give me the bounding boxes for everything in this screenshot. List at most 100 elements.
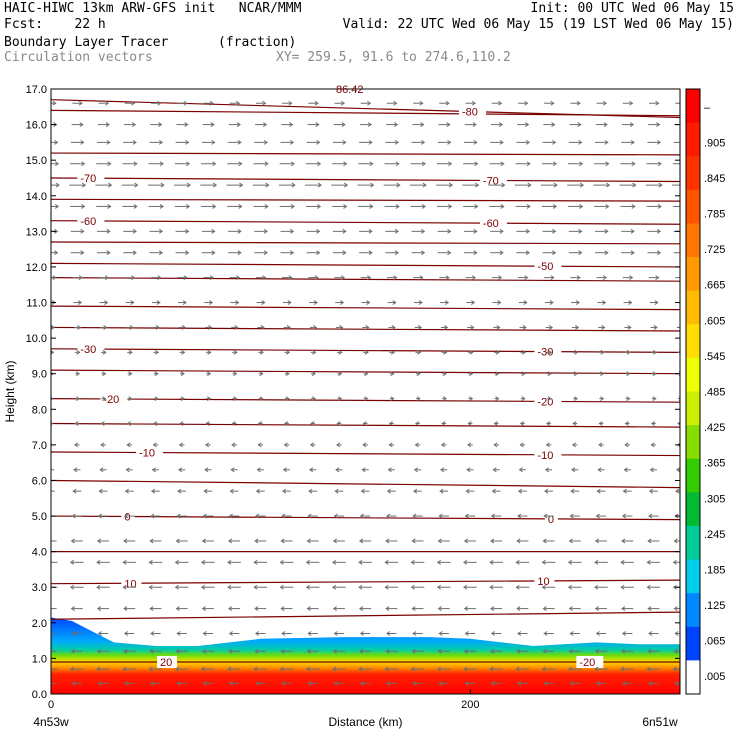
vector-head [575,300,581,305]
vector-arrow [358,161,374,167]
vector-arrow [569,122,582,128]
vector-arrow [387,300,397,305]
vector-head [411,606,416,612]
vector-arrow [175,538,188,544]
vector-head [549,300,554,305]
vector-arrow [621,228,635,234]
vector-arrow [385,648,398,654]
vector-arrow [255,488,265,494]
vector-head [473,228,478,234]
vector-arrow [359,139,373,145]
vector-head [132,228,137,234]
vector-arrow [440,300,450,305]
colorbar-label: .905 [704,137,725,149]
vector-head [464,680,469,686]
vector-arrow [305,161,322,167]
vector-arrow [541,584,556,590]
vector-head [386,513,391,519]
vector-arrow [126,442,133,448]
vector-arrow [96,666,110,672]
vector-arrow [227,161,243,167]
vector-arrow [413,275,424,281]
vector-head [438,631,443,636]
vector-arrow [413,467,422,473]
vector-arrow [284,396,290,402]
vector-arrow [174,161,191,167]
vector-head [362,421,367,426]
vector-head [123,648,128,654]
contour-label: -70 [483,175,499,187]
vector-arrow [413,100,424,106]
vector-head [682,101,685,105]
vector-head [646,559,651,565]
vector-arrow [648,631,659,636]
vector-arrow [51,682,56,684]
vector-head [647,538,652,544]
vector-head [490,631,496,636]
vector-head [358,559,363,565]
vector-head [180,371,185,377]
vector-head [489,584,494,590]
vector-arrow [150,122,163,128]
vector-head [658,182,663,188]
vector-arrow [675,488,680,494]
vector-arrow [332,139,347,145]
vector-arrow [332,250,347,256]
colorbar-swatch [686,223,700,258]
vector-head [208,300,214,305]
vector-head [473,250,478,256]
vector-head [515,666,520,672]
vector-arrow [306,250,321,256]
vector-head [200,559,206,565]
vector-head [175,538,180,544]
vector-arrow [230,300,240,305]
vector-head [130,300,135,305]
vector-head [338,371,343,377]
vector-arrow [152,421,158,426]
vector-head [132,139,137,145]
vector-head [282,467,287,473]
vector-head [262,100,267,106]
vector-head [490,513,496,519]
vector-arrow [677,421,680,426]
contour-label: -80 [462,106,478,118]
vector-arrow [100,442,106,448]
vector-head [160,182,165,188]
vector-head [290,204,295,209]
vector-arrow [151,100,162,106]
contour-label: -10 [139,447,155,459]
vector-arrow [386,513,397,519]
vector-head [413,488,418,494]
vector-head [656,122,661,128]
vector-head [150,488,156,494]
vector-head [470,325,475,330]
vector-arrow [306,228,321,234]
vector-arrow [359,631,371,636]
vector-arrow [153,371,159,377]
colorbar-label: .485 [704,387,725,399]
vector-arrow [363,349,369,355]
vector-arrow [647,228,662,234]
vector-head [543,680,548,686]
vector-head [652,349,658,355]
vector-head [154,396,159,402]
vector-head [202,680,207,686]
vector-head [410,584,415,590]
vector-head [255,488,260,494]
vector-arrow [310,421,316,426]
vector-arrow [384,666,399,672]
vector-arrow [123,606,136,612]
vector-arrow [388,421,394,426]
vector-arrow [281,513,292,519]
vector-arrow [594,538,607,544]
vector-head [672,666,677,672]
vector-arrow [174,559,189,565]
vector-arrow [97,250,111,256]
vector-head [490,680,496,686]
vector-head [629,122,635,128]
vector-head [175,648,180,654]
vector-arrow [544,100,555,106]
vector-arrow [542,139,557,145]
vector-head [573,371,579,377]
vector-head [235,100,241,106]
